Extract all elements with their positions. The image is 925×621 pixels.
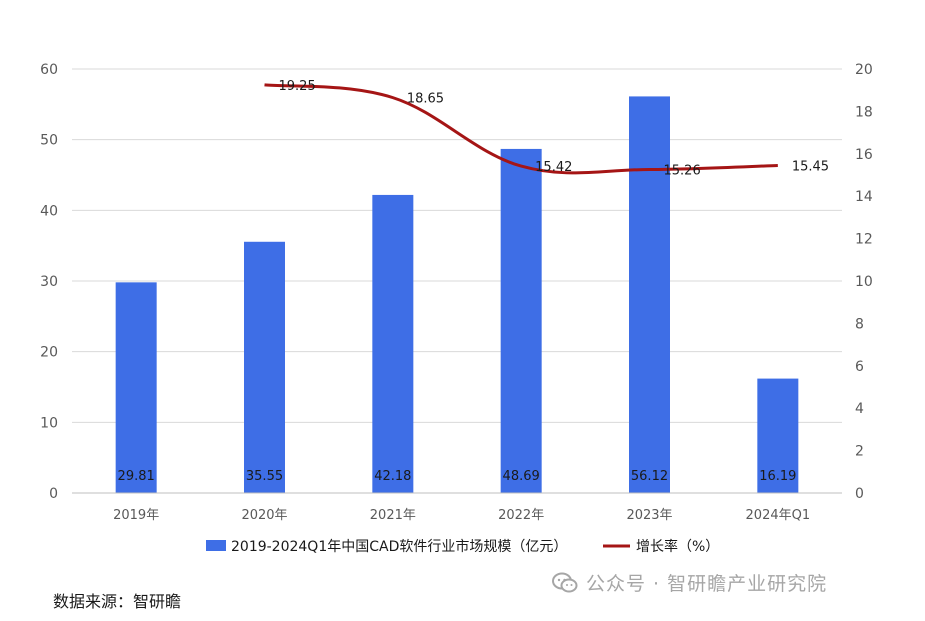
y-right-tick-label: 0 bbox=[855, 486, 864, 502]
x-tick-label: 2024年Q1 bbox=[746, 508, 811, 523]
line-data-label: 15.42 bbox=[535, 160, 572, 175]
line-data-label: 18.65 bbox=[407, 92, 444, 107]
bar bbox=[115, 282, 157, 493]
wechat-icon bbox=[552, 572, 578, 592]
y-left-tick-label: 20 bbox=[40, 345, 58, 361]
bar-data-label: 29.81 bbox=[118, 469, 155, 484]
y-left-tick-label: 0 bbox=[49, 486, 58, 502]
x-tick-label: 2020年 bbox=[241, 508, 287, 523]
x-tick-label: 2023年 bbox=[626, 508, 672, 523]
legend: 2019-2024Q1年中国CAD软件行业市场规模（亿元） 增长率（%） bbox=[206, 538, 719, 555]
y-right-tick-label: 10 bbox=[855, 274, 873, 290]
bar-data-label: 42.18 bbox=[374, 469, 411, 484]
x-axis: 2019年 2020年 2021年 2022年 2023年 2024年Q1 bbox=[72, 492, 842, 523]
y-axis-left: 0 10 20 30 40 50 60 bbox=[40, 62, 58, 502]
y-right-tick-label: 14 bbox=[855, 189, 873, 205]
bar bbox=[757, 378, 799, 493]
bar bbox=[500, 148, 542, 493]
watermark: 公众号 · 智研瞻产业研究院 bbox=[552, 569, 827, 596]
y-right-tick-label: 4 bbox=[855, 401, 864, 417]
x-tick-label: 2022年 bbox=[498, 508, 544, 523]
bar-data-label: 35.55 bbox=[246, 469, 283, 484]
y-right-tick-label: 12 bbox=[855, 232, 873, 248]
y-left-tick-label: 30 bbox=[40, 274, 58, 290]
bar bbox=[244, 241, 285, 493]
x-tick-label: 2021年 bbox=[370, 508, 416, 523]
bar bbox=[372, 194, 414, 494]
bar-series: 29.81 35.55 42.18 48.69 56.12 16.19 bbox=[115, 96, 799, 494]
bar-data-label: 48.69 bbox=[503, 469, 540, 484]
line-data-label: 15.45 bbox=[792, 159, 829, 174]
y-left-tick-label: 40 bbox=[40, 203, 58, 219]
bar bbox=[629, 96, 670, 493]
y-left-tick-label: 60 bbox=[40, 62, 58, 78]
y-left-tick-label: 50 bbox=[40, 133, 58, 149]
legend-line-label: 增长率（%） bbox=[636, 538, 719, 555]
watermark-text: 公众号 · 智研瞻产业研究院 bbox=[586, 573, 828, 595]
y-axis-right: 0 2 4 6 8 10 12 14 16 18 20 bbox=[855, 62, 873, 502]
bar-data-label: 56.12 bbox=[631, 469, 668, 484]
bar-data-label: 16.19 bbox=[759, 469, 796, 484]
gridlines bbox=[72, 68, 842, 494]
source-note: 数据来源：智研瞻 bbox=[53, 592, 182, 611]
y-right-tick-label: 8 bbox=[855, 316, 864, 332]
legend-bar-label: 2019-2024Q1年中国CAD软件行业市场规模（亿元） bbox=[231, 538, 567, 555]
y-right-tick-label: 20 bbox=[855, 62, 873, 78]
line-data-label: 19.25 bbox=[279, 79, 316, 94]
y-left-tick-label: 10 bbox=[40, 415, 58, 431]
line-series: 19.25 18.65 15.42 15.26 15.45 bbox=[264, 79, 829, 178]
y-right-tick-label: 18 bbox=[855, 104, 873, 120]
y-right-tick-label: 16 bbox=[855, 147, 873, 163]
legend-bar-swatch bbox=[206, 540, 226, 551]
y-right-tick-label: 2 bbox=[855, 444, 864, 460]
x-tick-label: 2019年 bbox=[113, 508, 159, 523]
growth-rate-line bbox=[264, 83, 778, 175]
y-right-tick-label: 6 bbox=[855, 359, 864, 375]
line-data-label: 15.26 bbox=[664, 163, 701, 178]
